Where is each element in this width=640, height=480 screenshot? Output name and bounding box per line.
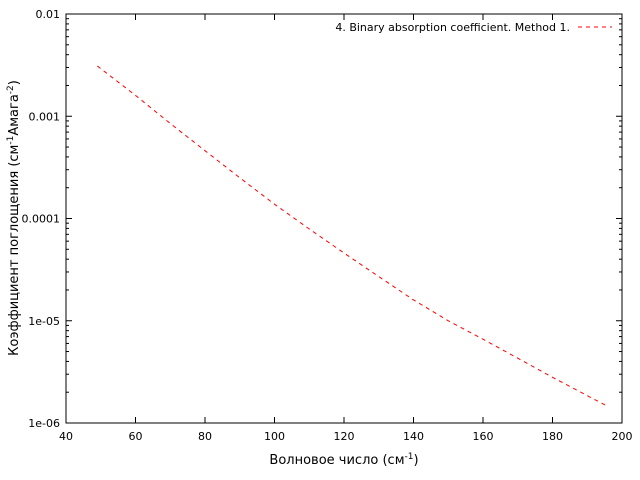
x-tick-label: 120 (334, 430, 355, 443)
x-tick-label: 100 (264, 430, 285, 443)
x-tick-label: 160 (473, 430, 494, 443)
x-tick-label: 200 (612, 430, 633, 443)
y-axis-ticks: 1e-06 1e-05 0.0001 0.001 0.01 (22, 8, 622, 430)
y-axis-title-sup2: -2 (6, 85, 16, 94)
plot-frame (65, 13, 623, 424)
x-tick-label: 40 (59, 430, 73, 443)
y-tick-label: 1e-06 (28, 417, 60, 430)
y-axis-title-mid: Амага (7, 94, 22, 135)
y-tick-label: 1e-05 (28, 315, 60, 328)
y-axis-title-sup1: -1 (6, 136, 16, 145)
y-axis-title-main: Коэффициент поглощения (см (7, 145, 22, 356)
y-tick-label: 0.01 (36, 8, 61, 21)
x-axis-title-sup: -1 (405, 452, 414, 462)
y-tick-label: 0.0001 (22, 213, 61, 226)
series-line (96, 65, 609, 407)
x-tick-label: 180 (542, 430, 563, 443)
y-tick-label: 0.001 (29, 110, 61, 123)
x-tick-label: 140 (403, 430, 424, 443)
x-tick-label: 80 (198, 430, 212, 443)
x-axis-ticks: 40 60 80 100 120 140 160 180 200 (59, 14, 633, 443)
x-axis-title-tail: ) (413, 453, 418, 468)
x-tick-label: 60 (129, 430, 143, 443)
y-axis-title: Коэффициент поглощения (см-1Амага-2) (6, 80, 22, 356)
legend: 4. Binary absorption coefficient. Method… (335, 21, 612, 34)
x-axis-title: Волновое число (см-1) (269, 452, 418, 468)
y-axis-title-tail: ) (7, 80, 22, 85)
series-layer (96, 65, 609, 407)
legend-entry-label: 4. Binary absorption coefficient. Method… (335, 21, 570, 34)
x-axis-title-main: Волновое число (см (269, 453, 404, 468)
